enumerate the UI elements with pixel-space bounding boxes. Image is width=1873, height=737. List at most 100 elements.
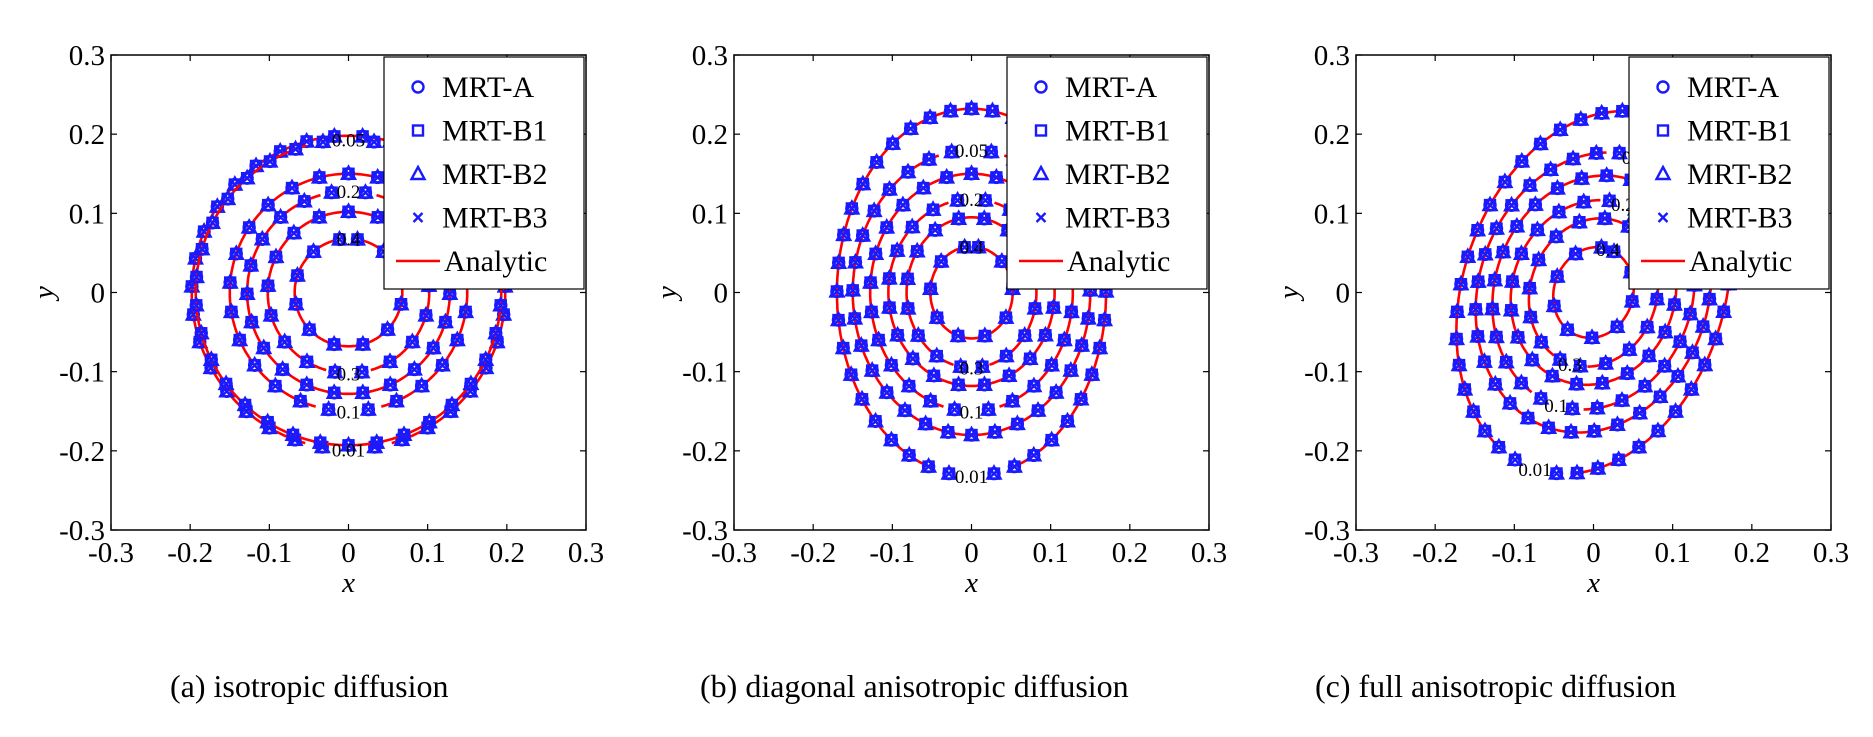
mrt-b3-marker	[372, 172, 383, 183]
mrt-b3-marker	[1040, 329, 1051, 341]
y-tick-label: 0.1	[692, 198, 728, 230]
mrt-b3-marker	[856, 393, 868, 405]
mrt-b2-marker	[969, 237, 987, 254]
mrt-b2-marker	[1671, 332, 1689, 348]
mrt-b2-marker	[236, 395, 254, 412]
mrt-b2-marker	[962, 164, 981, 180]
mrt-b2-marker	[914, 178, 932, 195]
mrt-b3-marker	[437, 359, 448, 371]
mrt-b2-marker	[381, 375, 399, 392]
mrt-b3-marker	[945, 105, 956, 117]
mrt-b2-marker	[276, 332, 294, 349]
mrt-b3-marker	[1062, 415, 1073, 427]
mrt-b3-marker	[328, 339, 340, 350]
mrt-b2-marker	[1522, 307, 1540, 324]
mrt-b3-marker	[1592, 463, 1604, 474]
x-axis-label: x	[1586, 567, 1600, 599]
mrt-b2-marker	[1613, 101, 1631, 118]
mrt-b3-marker	[865, 277, 876, 288]
mrt-b2-marker	[924, 200, 942, 216]
mrt-b2-marker	[1669, 366, 1687, 383]
mrt-b3-marker	[1048, 302, 1059, 313]
mrt-b3-marker	[991, 172, 1002, 183]
mrt-b2-marker	[842, 365, 860, 381]
mrt-b3-marker	[845, 369, 857, 381]
mrt-b3-marker	[1099, 314, 1110, 326]
mrt-b3-marker	[1669, 299, 1680, 310]
mrt-b2-marker	[1530, 250, 1548, 267]
mrt-b3-marker	[446, 399, 458, 411]
mrt-b2-marker	[295, 191, 313, 208]
mrt-b3-marker	[1699, 359, 1711, 371]
mrt-b2-marker	[1656, 356, 1674, 373]
mrt-b2-marker	[354, 126, 372, 143]
mrt-b3-marker	[931, 312, 943, 323]
mrt-b2-marker	[285, 223, 303, 240]
mrt-b3-marker	[1524, 282, 1536, 294]
mrt-b2-marker	[192, 323, 210, 340]
mrt-b3-marker	[1600, 358, 1612, 369]
mrt-b2-marker	[311, 433, 329, 449]
mrt-b3-marker	[265, 310, 277, 321]
mrt-b2-marker	[973, 357, 991, 373]
legend-entry-label: Analytic	[1067, 245, 1170, 278]
mrt-b3-marker	[833, 314, 844, 326]
mrt-b2-marker	[899, 162, 917, 179]
mrt-b3-marker	[241, 288, 253, 300]
mrt-b3-marker	[1065, 365, 1077, 376]
x-tick-label: 0.3	[568, 537, 604, 569]
mrt-b2-marker	[1079, 308, 1097, 325]
mrt-b3-marker	[1532, 224, 1543, 236]
mrt-b2-marker	[952, 357, 970, 373]
mrt-b3-marker	[887, 138, 898, 150]
mrt-b3-marker	[866, 306, 877, 318]
contour-label: 0.1	[1544, 396, 1568, 417]
mrt-b2-marker	[1512, 244, 1530, 261]
mrt-b2-marker	[323, 183, 341, 199]
mrt-b2-marker	[1486, 374, 1504, 391]
mrt-b2-marker	[1613, 390, 1631, 407]
mrt-b3-marker	[207, 217, 218, 229]
mrt-b2-marker	[956, 237, 974, 254]
mrt-b2-marker	[1496, 172, 1514, 189]
mrt-b2-marker	[1501, 393, 1519, 410]
x-tick-label: 0.1	[1033, 537, 1069, 569]
mrt-b3-marker	[1604, 195, 1615, 207]
mrt-b2-marker	[1547, 227, 1565, 243]
mrt-b2-marker	[1610, 143, 1628, 160]
mrt-b3-marker	[1525, 311, 1537, 323]
mrt-b2-marker	[922, 391, 940, 408]
mrt-b3-marker	[953, 213, 965, 225]
contour-label: 0.01	[1518, 460, 1551, 481]
mrt-b3-marker	[357, 339, 369, 350]
mrt-b3-marker	[953, 379, 964, 391]
mrt-b3-marker	[1574, 360, 1586, 372]
mrt-b2-marker	[997, 308, 1015, 324]
mrt-b2-marker	[1464, 402, 1482, 418]
mrt-b2-marker	[1503, 195, 1521, 212]
y-tick-label: 0.3	[692, 40, 728, 72]
mrt-b3-marker	[1028, 449, 1040, 461]
mrt-b2-marker	[1631, 403, 1649, 420]
mrt-b2-marker	[354, 334, 372, 351]
mrt-b3-marker	[1536, 336, 1547, 348]
mrt-b2-marker	[242, 255, 260, 272]
mrt-b2-marker	[844, 280, 862, 297]
mrt-b2-marker	[298, 352, 316, 368]
mrt-b2-marker	[962, 425, 981, 442]
mrt-b3-marker	[1086, 369, 1098, 381]
contour-label: 0.4	[337, 230, 361, 251]
legend-entry-label: MRT-B3	[442, 202, 547, 235]
mrt-b2-marker	[1058, 411, 1076, 428]
mrt-b3-marker	[1479, 425, 1491, 437]
mrt-b3-marker	[1522, 412, 1534, 424]
mrt-b3-marker	[1526, 354, 1538, 366]
mrt-b3-marker	[871, 156, 882, 168]
mrt-b2-marker	[950, 209, 968, 225]
legend-entry-label: MRT-B3	[1065, 202, 1170, 235]
mrt-b2-marker	[227, 244, 245, 261]
mrt-b2-marker	[884, 134, 902, 150]
mrt-b3-marker	[286, 182, 298, 194]
mrt-b3-marker	[1504, 397, 1516, 409]
mrt-b2-marker	[1526, 195, 1544, 211]
